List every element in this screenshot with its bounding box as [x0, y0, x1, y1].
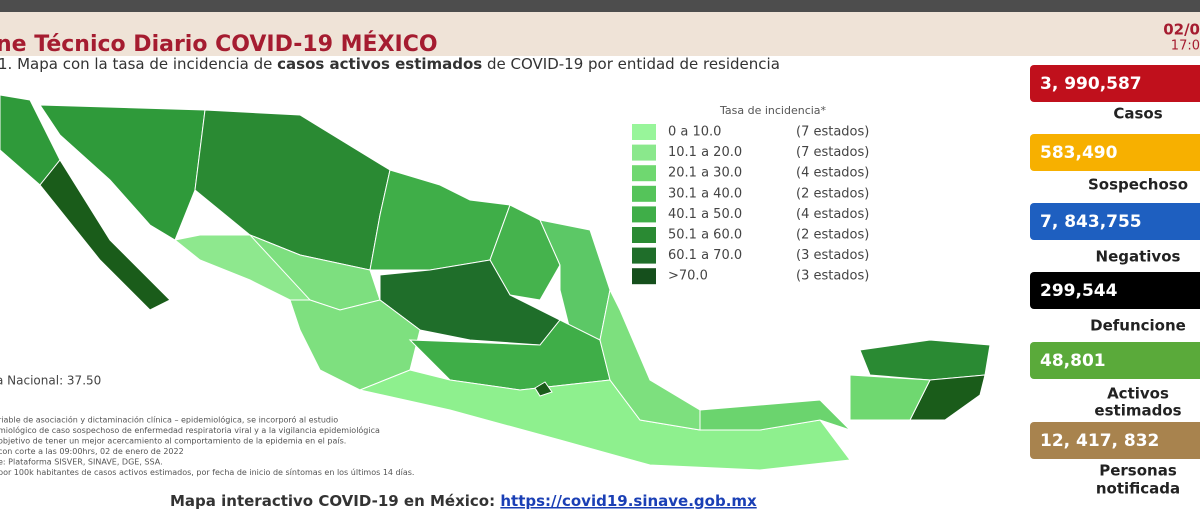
time: 17:0	[1171, 39, 1200, 54]
stat-box	[1030, 342, 1200, 379]
state	[369, 169, 511, 271]
legend-range: 10.1 a 20.0	[668, 145, 742, 160]
legend-swatch	[632, 144, 656, 161]
legend-title: Tasa de incidencia*	[719, 104, 827, 117]
state	[699, 399, 851, 431]
footer-text: Mapa interactivo COVID-19 en México:	[170, 492, 500, 510]
footer: Mapa interactivo COVID-19 en México: htt…	[170, 492, 757, 510]
stat-value: 48,801	[1040, 351, 1106, 371]
title: ne Técnico Diario COVID-19 MÉXICO	[0, 31, 438, 57]
legend-count: (4 estados)	[796, 166, 869, 181]
legend-range: 20.1 a 30.0	[668, 166, 742, 181]
state	[39, 159, 171, 311]
legend-count: (4 estados)	[796, 207, 869, 222]
map	[0, 94, 991, 471]
note-line: riable de asociación y dictaminación clí…	[0, 415, 338, 425]
legend-count: (7 estados)	[796, 125, 869, 140]
stat-box	[1030, 134, 1200, 171]
legend-swatch	[632, 227, 656, 243]
legend-swatch	[632, 206, 656, 223]
legend-count: (7 estados)	[796, 145, 869, 160]
subtitle-part: 1. Mapa con la tasa de incidencia de	[0, 55, 277, 73]
legend-range: 40.1 a 50.0	[668, 207, 742, 222]
notes: riable de asociación y dictaminación clí…	[0, 415, 414, 478]
note-line: por 100k habitantes de casos activos est…	[0, 468, 414, 477]
national-rate: a Nacional: 37.50	[0, 374, 101, 388]
subtitle-part: de COVID-19 por entidad de residencia	[482, 55, 780, 73]
stat-label: Sospechoso	[1088, 176, 1188, 194]
stat-box	[1030, 65, 1200, 102]
stat-value: 12, 417, 832	[1040, 431, 1159, 451]
stats: 3, 990,587 Casos 583,490 Sospechoso 7, 843,7…	[1030, 65, 1200, 498]
stat-box	[1030, 272, 1200, 309]
legend-swatch	[632, 124, 656, 140]
legend-count: (2 estados)	[796, 186, 869, 201]
stat-value: 299,544	[1040, 281, 1118, 301]
legend: 0 a 10.0 (7 estados) 10.1 a 20.0 (7 estados…	[632, 124, 869, 285]
legend-swatch	[632, 247, 656, 264]
footer-link[interactable]: https://covid19.sinave.gob.mx	[500, 492, 757, 510]
legend-count: (3 estados)	[796, 248, 869, 263]
legend-swatch	[632, 165, 656, 182]
stat-label: Activos	[1107, 385, 1169, 403]
legend-range: 60.1 a 70.0	[668, 248, 742, 263]
state	[859, 339, 991, 381]
legend-range: >70.0	[668, 269, 708, 284]
state	[289, 299, 421, 391]
legend-swatch	[632, 268, 656, 285]
legend-count: (3 estados)	[796, 269, 869, 284]
stat-value: 7, 843,755	[1040, 212, 1142, 232]
legend-count: (2 estados)	[796, 228, 869, 243]
note-line: e: Plataforma SISVER, SINAVE, DGE, SSA.	[0, 458, 163, 467]
stat-box	[1030, 422, 1200, 459]
date: 02/0	[1163, 21, 1200, 39]
legend-swatch	[632, 185, 656, 202]
note-line: con corte a las 09:00hrs, 02 de enero de…	[0, 447, 184, 456]
note-line: miológico de caso sospechoso de enfermed…	[0, 425, 380, 435]
stat-value: 3, 990,587	[1040, 74, 1142, 94]
stat-label: Negativos	[1096, 248, 1181, 266]
top-bar	[0, 0, 1200, 12]
stat-label: estimados	[1094, 402, 1181, 420]
legend-range: 30.1 a 40.0	[668, 186, 742, 201]
legend-range: 50.1 a 60.0	[668, 228, 742, 243]
header-band	[0, 12, 1200, 56]
stat-box	[1030, 203, 1200, 240]
stat-label: notificada	[1096, 480, 1180, 498]
subtitle: 1. Mapa con la tasa de incidencia de cas…	[0, 55, 780, 73]
stat-label: Defuncione	[1090, 317, 1186, 335]
note-line: objetivo de tener un mejor acercamiento …	[0, 437, 346, 446]
state	[849, 374, 931, 421]
state	[534, 381, 553, 397]
stat-label: Personas	[1099, 462, 1177, 480]
stat-label: Casos	[1113, 105, 1162, 123]
subtitle-bold: casos activos estimados	[277, 55, 482, 73]
legend-range: 0 a 10.0	[668, 125, 721, 140]
stat-value: 583,490	[1040, 143, 1118, 163]
